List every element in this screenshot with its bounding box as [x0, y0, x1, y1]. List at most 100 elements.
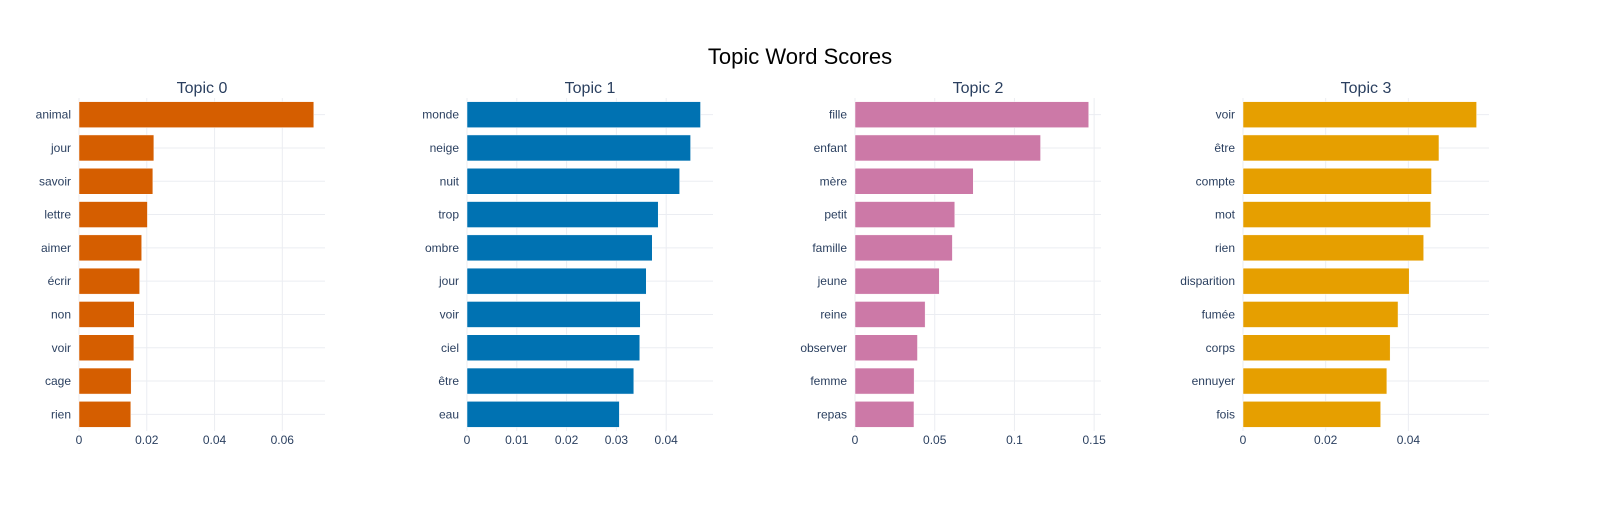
x-tick-label: 0.1: [1006, 433, 1023, 447]
bar-voir: [78, 334, 135, 361]
bar-neige: [466, 134, 691, 162]
subplot-title: Topic 3: [1341, 80, 1392, 97]
chart-title: Topic Word Scores: [708, 44, 892, 69]
category-label: fumée: [1202, 307, 1236, 321]
category-label: ombre: [425, 241, 459, 255]
x-tick-label: 0: [76, 433, 83, 447]
bar-trop: [466, 201, 659, 228]
x-tick-label: 0.02: [1314, 433, 1338, 447]
bar-reine: [854, 301, 926, 328]
category-label: ciel: [441, 341, 459, 355]
category-label: voir: [1216, 108, 1235, 122]
x-tick-label: 0.05: [923, 433, 947, 447]
subplot-title: Topic 0: [177, 80, 228, 97]
x-tick-label: 0.02: [555, 433, 579, 447]
bar-cage: [78, 367, 132, 395]
bar-petit: [854, 201, 956, 228]
x-tick-label: 0.06: [271, 433, 295, 447]
category-label: disparition: [1180, 274, 1235, 288]
bar-disparition: [1242, 267, 1410, 295]
subplot-title: Topic 2: [953, 80, 1004, 97]
category-label: reine: [820, 307, 847, 321]
category-label: enfant: [814, 141, 848, 155]
x-tick-label: 0.03: [605, 433, 629, 447]
category-label: eau: [439, 407, 459, 421]
category-label: observer: [800, 341, 847, 355]
subplot-topic-2: Topic 2 0 0.05 0.1 0.15 fille enfant mère petit f…: [800, 80, 1106, 447]
x-tick-label: 0: [1240, 433, 1247, 447]
bar-corps: [1242, 334, 1391, 361]
bar-écrir: [78, 267, 140, 295]
x-tick-label: 0.02: [135, 433, 159, 447]
bar-jour: [78, 134, 155, 162]
category-label: lettre: [44, 208, 71, 222]
category-label: animal: [36, 108, 71, 122]
bar-fumée: [1242, 301, 1399, 328]
category-label: fois: [1216, 407, 1235, 421]
category-label: nuit: [440, 174, 460, 188]
category-label: savoir: [39, 174, 71, 188]
category-label: voir: [52, 341, 71, 355]
category-label: corps: [1206, 341, 1235, 355]
category-label: non: [51, 307, 71, 321]
bar-lettre: [78, 201, 148, 228]
category-label: fille: [829, 108, 847, 122]
bar-aimer: [78, 234, 142, 262]
category-label: être: [438, 374, 459, 388]
category-label: famille: [812, 241, 847, 255]
category-label: jeune: [817, 274, 848, 288]
bar-fois: [1242, 401, 1381, 428]
category-label: petit: [824, 208, 847, 222]
x-tick-label: 0.04: [655, 433, 679, 447]
category-label: aimer: [41, 241, 71, 255]
bar-repas: [854, 401, 915, 428]
category-label: trop: [438, 208, 459, 222]
bar-être: [1242, 134, 1440, 162]
bar-femme: [854, 367, 915, 395]
category-label: jour: [438, 274, 459, 288]
bar-jour: [466, 267, 647, 295]
bar-ennuyer: [1242, 367, 1388, 395]
bar-ciel: [466, 334, 641, 361]
subplot-topic-3: Topic 3 0 0.02 0.04 voir être compte mot rien dis…: [1180, 80, 1489, 447]
x-tick-label: 0: [852, 433, 859, 447]
category-label: ennuyer: [1192, 374, 1235, 388]
x-tick-label: 0.04: [203, 433, 227, 447]
category-label: mère: [820, 174, 848, 188]
category-label: rien: [1215, 241, 1235, 255]
category-label: être: [1214, 141, 1235, 155]
category-label: monde: [422, 108, 459, 122]
bar-eau: [466, 401, 620, 428]
bar-voir: [1242, 101, 1477, 128]
bar-voir: [466, 301, 641, 328]
bar-rien: [78, 401, 132, 428]
bar-observer: [854, 334, 918, 361]
bar-jeune: [854, 267, 940, 295]
x-tick-label: 0.04: [1397, 433, 1421, 447]
subplot-title: Topic 1: [565, 80, 616, 97]
subplot-topic-1: Topic 1 0 0.01 0.02 0.03 0.04 monde neige nuit tr…: [422, 80, 713, 447]
bar-enfant: [854, 134, 1041, 162]
category-label: voir: [440, 307, 459, 321]
bar-savoir: [78, 168, 154, 195]
x-tick-label: 0.01: [505, 433, 529, 447]
bar-famille: [854, 234, 953, 262]
category-label: repas: [817, 407, 847, 421]
bar-compte: [1242, 168, 1432, 195]
category-label: cage: [45, 374, 71, 388]
category-label: neige: [430, 141, 460, 155]
category-label: compte: [1196, 174, 1236, 188]
bar-fille: [854, 101, 1089, 128]
subplot-topic-0: Topic 0 0 0.02 0.04 0.06 animal jour savoir lett…: [36, 80, 325, 447]
bar-rien: [1242, 234, 1424, 262]
bar-mère: [854, 168, 974, 195]
bar-animal: [78, 101, 315, 128]
bar-monde: [466, 101, 701, 128]
category-label: écrir: [48, 274, 71, 288]
bar-ombre: [466, 234, 653, 262]
category-label: rien: [51, 407, 71, 421]
bar-non: [78, 301, 135, 328]
x-tick-label: 0: [464, 433, 471, 447]
